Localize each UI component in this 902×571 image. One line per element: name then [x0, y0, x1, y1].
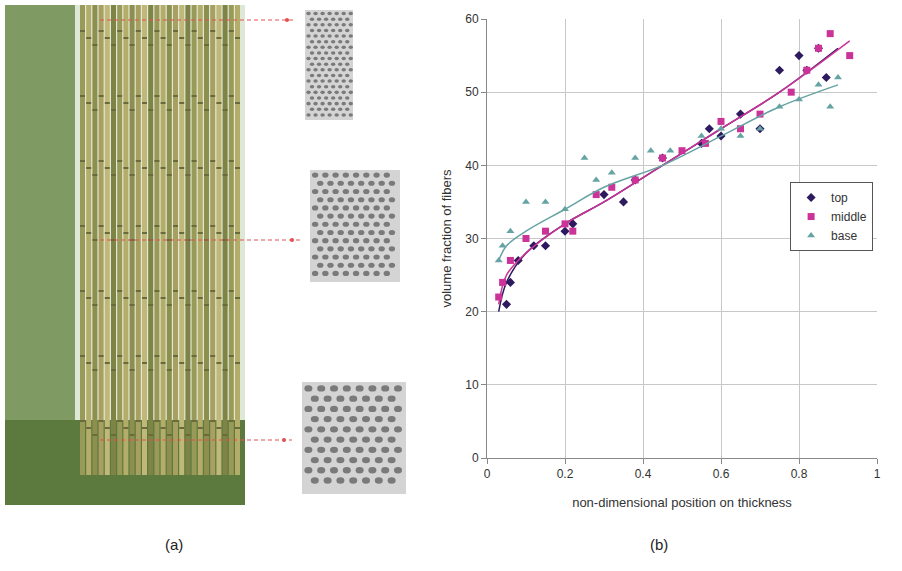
- svg-text:top: top: [831, 191, 848, 205]
- svg-text:0.2: 0.2: [557, 467, 574, 481]
- svg-text:1: 1: [874, 467, 881, 481]
- svg-text:0: 0: [484, 467, 491, 481]
- html-text:(a): (a): [165, 536, 184, 553]
- svg-text:40: 40: [465, 159, 479, 173]
- svg-text:middle: middle: [831, 210, 867, 224]
- svg-text:base: base: [831, 229, 857, 243]
- svg-text:0.4: 0.4: [635, 467, 652, 481]
- html-text:(b): (b): [650, 536, 669, 553]
- svg-text:50: 50: [465, 85, 479, 99]
- svg-text:10: 10: [465, 378, 479, 392]
- svg-text:20: 20: [465, 305, 479, 319]
- svg-text:0.6: 0.6: [713, 467, 730, 481]
- svg-text:30: 30: [465, 232, 479, 246]
- svg-text:non-dimensional position on th: non-dimensional position on thickness: [572, 495, 792, 510]
- svg-text:60: 60: [465, 12, 479, 26]
- svg-text:0: 0: [472, 451, 479, 465]
- svg-text:volume fraction of fibers: volume fraction of fibers: [439, 169, 454, 308]
- svg-text:0.8: 0.8: [791, 467, 808, 481]
